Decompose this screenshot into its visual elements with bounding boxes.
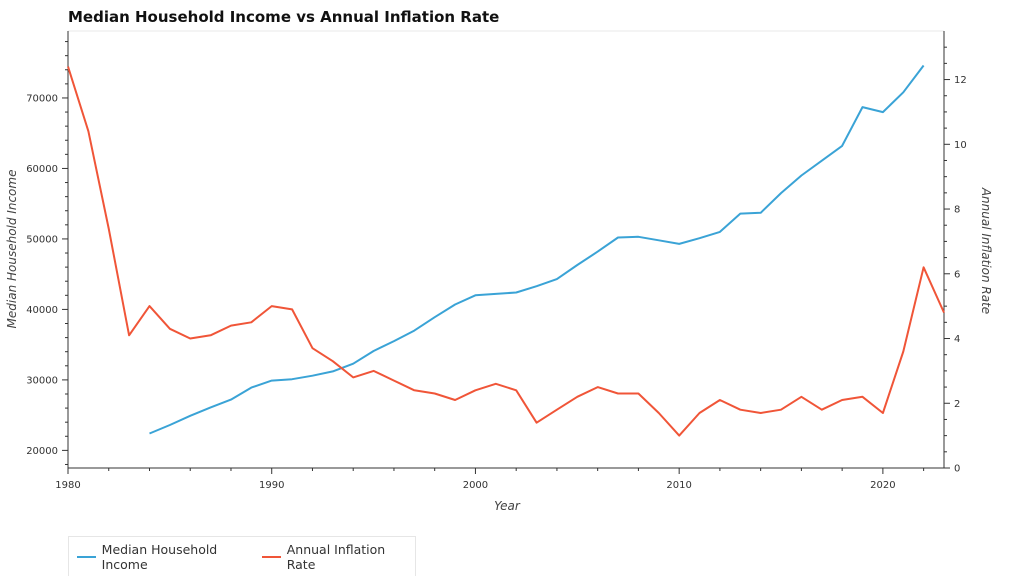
x-axis-ticks: 1980 1990 2000 2010 2020 <box>55 468 925 491</box>
legend-swatch-inflation <box>262 555 281 558</box>
x-axis-label: Year <box>494 499 521 513</box>
y-right-tick-label: 12 <box>954 75 967 86</box>
y-right-tick-label: 0 <box>954 464 960 475</box>
x-tick-label: 2010 <box>666 480 691 491</box>
series-line-inflation <box>67 66 945 437</box>
chart-legend: Median Household Income Annual Inflation… <box>68 536 416 576</box>
y-left-tick-label: 30000 <box>26 375 58 386</box>
legend-swatch-income <box>77 555 96 558</box>
y-right-tick-label: 6 <box>954 269 960 280</box>
y-left-tick-label: 20000 <box>26 446 58 457</box>
y-right-tick-label: 10 <box>954 140 967 151</box>
y-left-tick-label: 60000 <box>26 164 58 175</box>
x-tick-label: 2020 <box>870 480 895 491</box>
y-right-tick-label: 2 <box>954 399 960 410</box>
y-right-tick-label: 8 <box>954 205 960 216</box>
y-right-tick-label: 4 <box>954 334 960 345</box>
chart-title: Median Household Income vs Annual Inflat… <box>68 8 499 26</box>
y-left-tick-label: 70000 <box>26 93 58 104</box>
series-lines <box>67 64 945 437</box>
x-tick-label: 1990 <box>259 480 284 491</box>
series-line-income <box>149 64 925 435</box>
y-right-axis-ticks: 0 2 4 6 8 10 12 <box>944 46 967 475</box>
chart-canvas: Median Household Income vs Annual Inflat… <box>5 8 993 513</box>
x-tick-label: 2000 <box>463 480 488 491</box>
y-left-tick-label: 50000 <box>26 234 58 245</box>
y-left-tick-label: 40000 <box>26 305 58 316</box>
legend-label-inflation: Annual Inflation Rate <box>286 541 386 572</box>
legend-label-income: Median Household Income <box>101 541 218 572</box>
legend-item-income[interactable]: Median Household Income <box>77 542 256 572</box>
legend-item-inflation[interactable]: Annual Inflation Rate <box>262 542 409 572</box>
y-right-axis-label: Annual Inflation Rate <box>979 187 993 314</box>
y-left-axis-label: Median Household Income <box>5 170 19 329</box>
x-tick-label: 1980 <box>55 480 80 491</box>
y-left-axis-ticks: 20000 30000 40000 50000 60000 70000 <box>26 41 68 465</box>
